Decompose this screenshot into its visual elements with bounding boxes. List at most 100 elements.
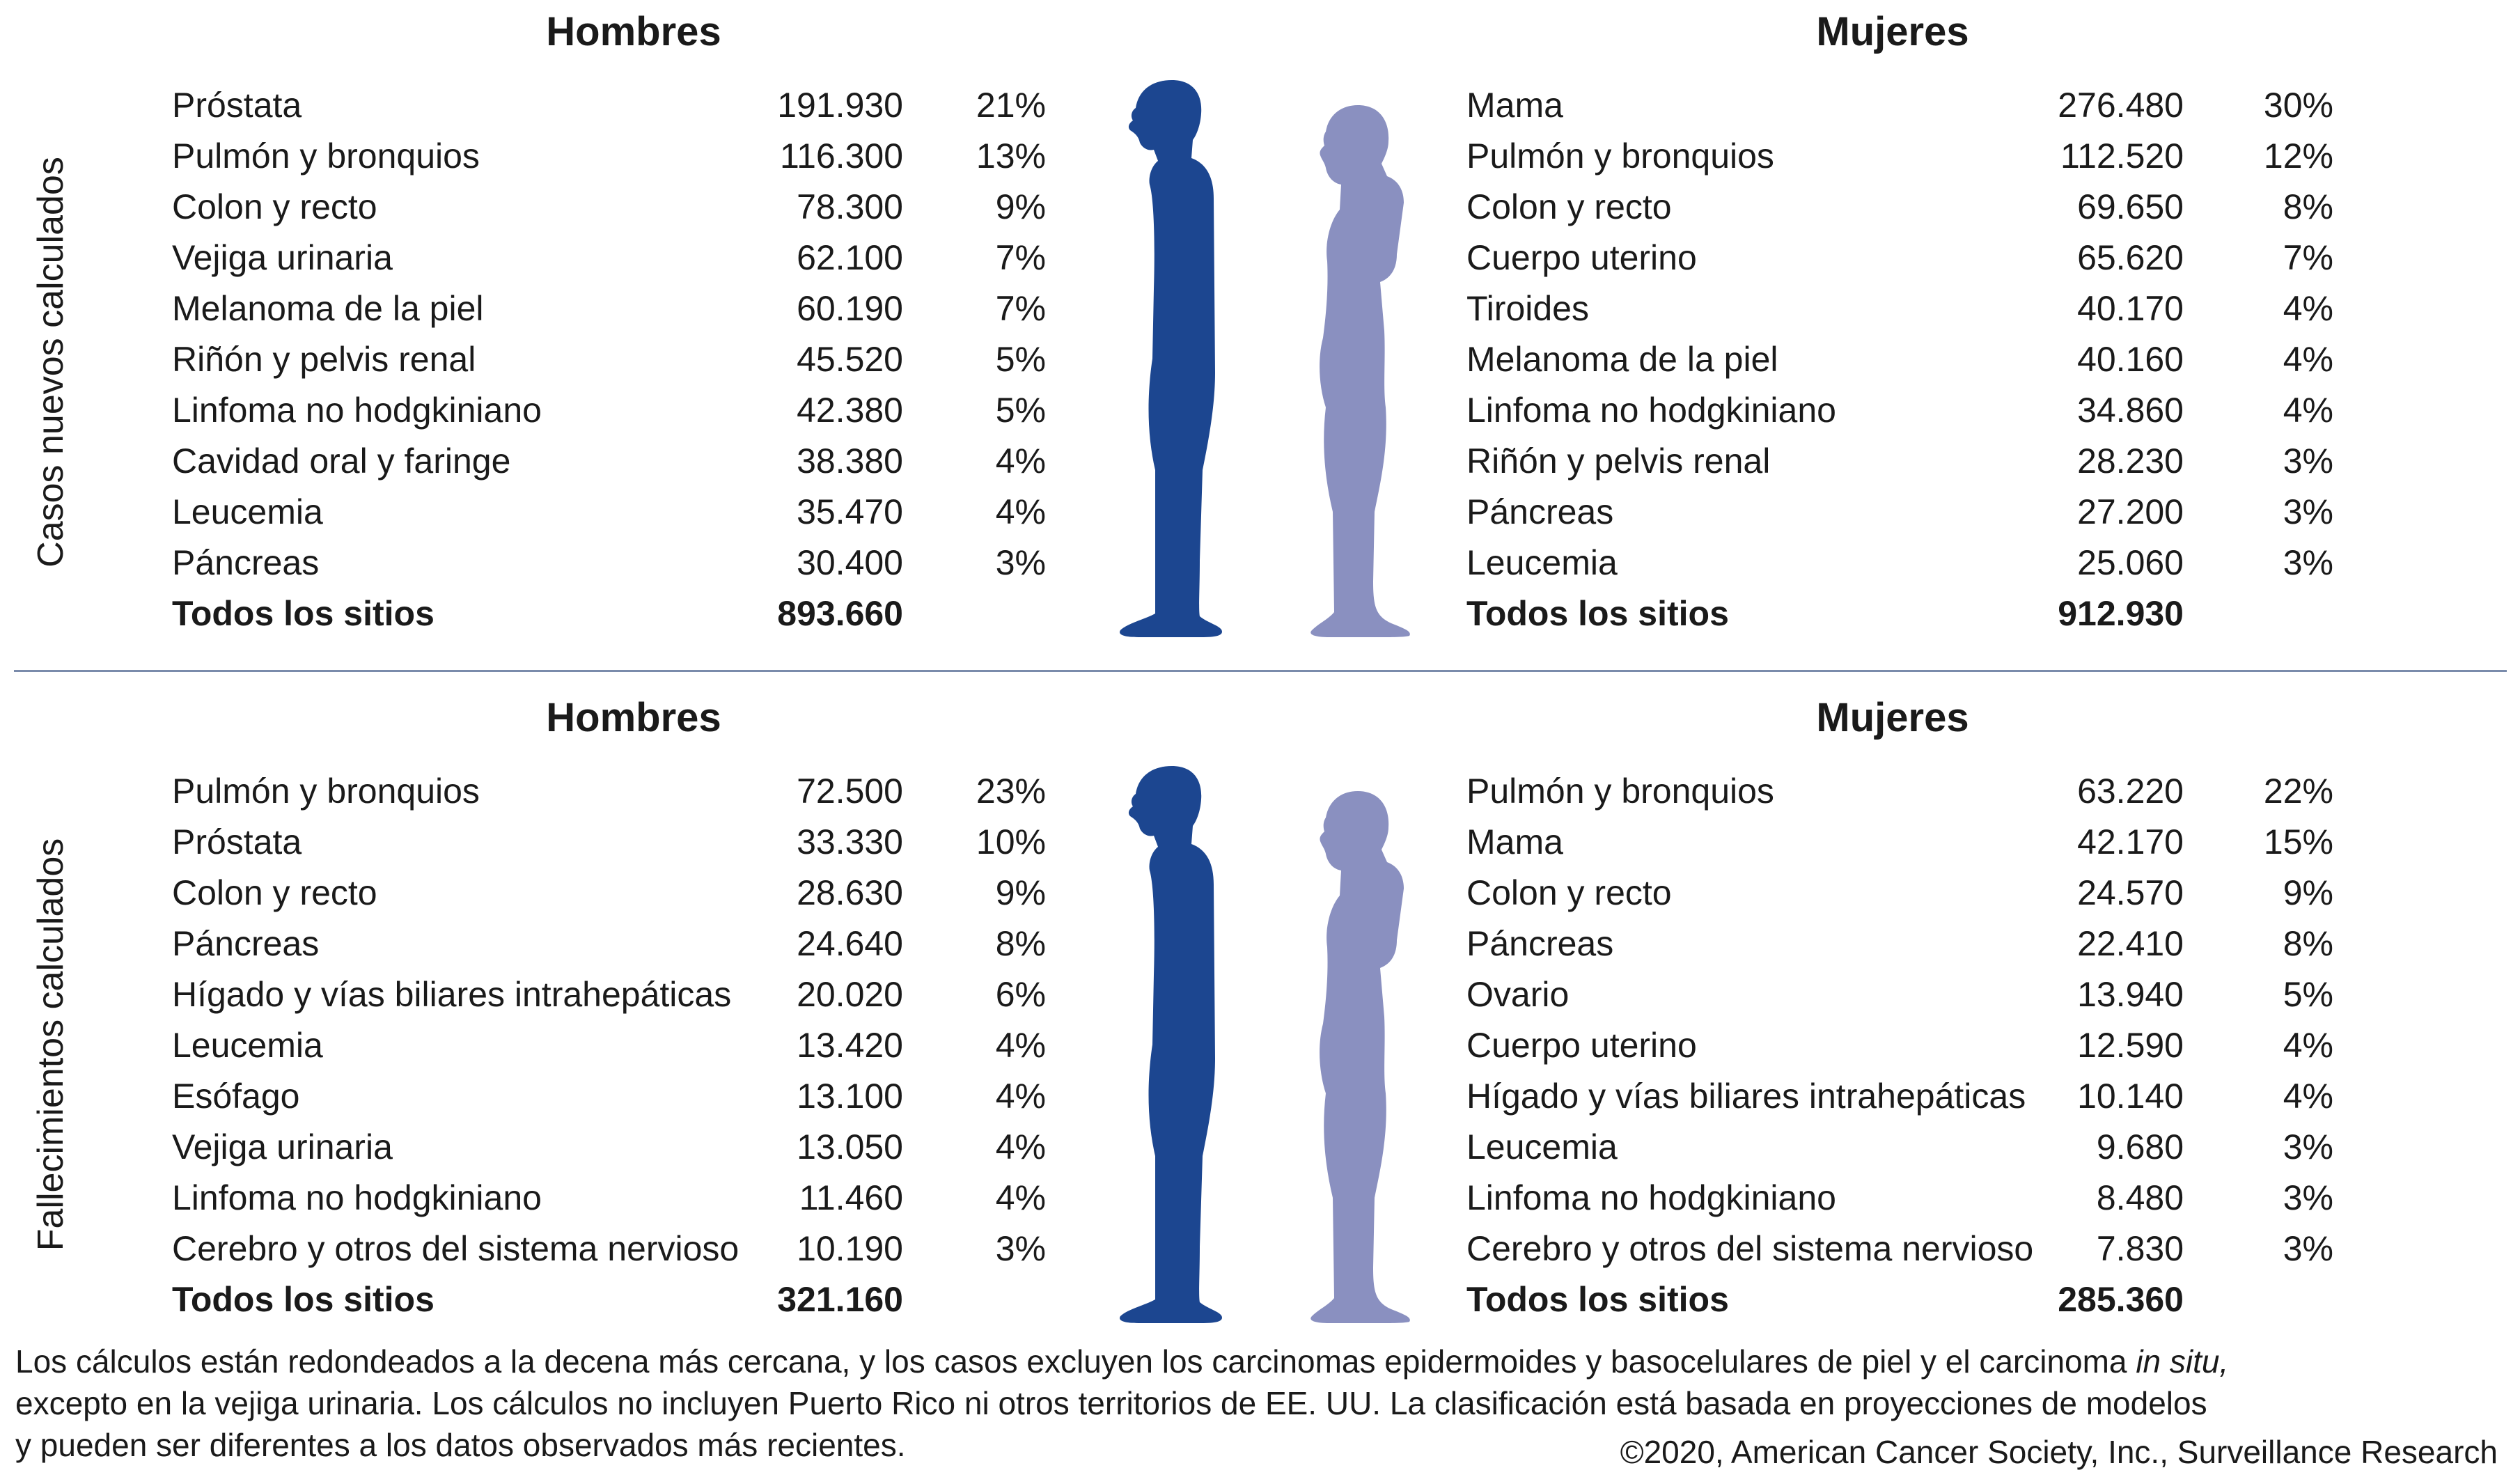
percent-value: 8% <box>2283 187 2333 226</box>
death-count: 8.480 <box>2096 1178 2184 1217</box>
case-count: 60.190 <box>797 289 903 328</box>
site-name: Hígado y vías biliares intrahepáticas <box>1466 1077 2026 1116</box>
site-name: Colon y recto <box>172 873 377 912</box>
death-count: 13.100 <box>797 1077 903 1116</box>
total-count: 912.930 <box>2058 594 2184 633</box>
case-count: 69.650 <box>2077 187 2184 226</box>
footnote-line-3: y pueden ser diferentes a los datos obse… <box>15 1427 906 1463</box>
death-count: 7.830 <box>2096 1229 2184 1268</box>
site-name: Pulmón y bronquios <box>1466 772 1774 811</box>
percent-value: 9% <box>995 873 1046 912</box>
death-count: 28.630 <box>797 873 903 912</box>
death-count: 10.140 <box>2077 1077 2184 1116</box>
death-count: 11.460 <box>799 1178 903 1217</box>
site-name: Próstata <box>172 86 302 125</box>
site-name: Tiroides <box>1466 289 1589 328</box>
death-count: 13.050 <box>797 1127 903 1166</box>
site-name: Melanoma de la piel <box>172 289 484 328</box>
percent-value: 4% <box>995 492 1046 531</box>
case-count: 30.400 <box>797 543 903 582</box>
percent-value: 22% <box>2263 772 2333 811</box>
total-count: 285.360 <box>2058 1280 2184 1319</box>
section-divider <box>14 670 2507 672</box>
death-count: 33.330 <box>797 822 903 861</box>
site-name: Vejiga urinaria <box>172 1127 393 1166</box>
percent-value: 9% <box>995 187 1046 226</box>
percent-value: 4% <box>2283 391 2333 430</box>
new-cases-side-label: Casos nuevos calculados <box>31 157 71 568</box>
new-cases-section: Casos nuevos calculados Hombres Mujeres … <box>0 0 2520 669</box>
site-name: Leucemia <box>172 1026 323 1065</box>
case-count: 40.160 <box>2077 340 2184 379</box>
site-name: Cuerpo uterino <box>1466 238 1697 277</box>
percent-value: 4% <box>2283 1026 2333 1065</box>
case-count: 116.300 <box>779 136 903 175</box>
male-silhouette-icon <box>1118 80 1222 637</box>
case-count: 112.520 <box>2060 136 2184 175</box>
percent-value: 5% <box>2283 975 2333 1014</box>
copyright-notice: ©2020, American Cancer Society, Inc., Su… <box>1620 1434 2498 1470</box>
site-name: Mama <box>1466 822 1563 861</box>
case-count: 45.520 <box>797 340 903 379</box>
percent-value: 5% <box>995 340 1046 379</box>
death-count: 63.220 <box>2077 772 2184 811</box>
total-count: 893.660 <box>777 594 903 633</box>
percent-value: 4% <box>995 1178 1046 1217</box>
case-count: 27.200 <box>2077 492 2184 531</box>
death-count: 42.170 <box>2077 822 2184 861</box>
site-name: Colon y recto <box>172 187 377 226</box>
site-name: Pulmón y bronquios <box>172 772 480 811</box>
percent-value: 3% <box>995 1229 1046 1268</box>
site-name: Páncreas <box>172 543 320 582</box>
total-label: Todos los sitios <box>172 1280 435 1319</box>
male-silhouette-icon <box>1118 766 1222 1323</box>
site-name: Leucemia <box>172 492 323 531</box>
percent-value: 3% <box>2283 492 2333 531</box>
percent-value: 23% <box>976 772 1046 811</box>
site-name: Cerebro y otros del sistema nervioso <box>1466 1229 2034 1268</box>
site-name: Colon y recto <box>1466 187 1672 226</box>
death-count: 13.940 <box>2077 975 2184 1014</box>
percent-value: 7% <box>2283 238 2333 277</box>
total-label: Todos los sitios <box>1466 1280 1729 1319</box>
site-name: Próstata <box>172 822 302 861</box>
deaths-men-heading: Hombres <box>546 695 721 740</box>
site-name: Riñón y pelvis renal <box>172 340 476 379</box>
percent-value: 8% <box>995 924 1046 963</box>
site-name: Cerebro y otros del sistema nervioso <box>172 1229 739 1268</box>
deaths-section: Fallecimientos calculados Hombres Mujere… <box>0 686 2520 1341</box>
percent-value: 3% <box>2283 543 2333 582</box>
percent-value: 3% <box>2283 442 2333 481</box>
total-count: 321.160 <box>777 1280 903 1319</box>
percent-value: 21% <box>976 86 1046 125</box>
death-count: 12.590 <box>2077 1026 2184 1065</box>
case-count: 62.100 <box>797 238 903 277</box>
case-count: 276.480 <box>2058 86 2184 125</box>
total-label: Todos los sitios <box>172 594 435 633</box>
percent-value: 15% <box>2263 822 2333 861</box>
case-count: 35.470 <box>797 492 903 531</box>
case-count: 28.230 <box>2077 442 2184 481</box>
site-name: Ovario <box>1466 975 1570 1014</box>
percent-value: 13% <box>976 136 1046 175</box>
percent-value: 6% <box>995 975 1046 1014</box>
deaths-women-heading: Mujeres <box>1816 695 1969 740</box>
site-name: Mama <box>1466 86 1563 125</box>
site-name: Linfoma no hodgkiniano <box>1466 391 1836 430</box>
footnote-line-2: excepto en la vejiga urinaria. Los cálcu… <box>15 1385 2207 1421</box>
percent-value: 3% <box>2283 1229 2333 1268</box>
percent-value: 7% <box>995 238 1046 277</box>
percent-value: 4% <box>2283 340 2333 379</box>
percent-value: 12% <box>2263 136 2333 175</box>
case-count: 65.620 <box>2077 238 2184 277</box>
site-name: Cuerpo uterino <box>1466 1026 1697 1065</box>
death-count: 13.420 <box>797 1026 903 1065</box>
percent-value: 4% <box>995 1127 1046 1166</box>
death-count: 9.680 <box>2096 1127 2184 1166</box>
percent-value: 7% <box>995 289 1046 328</box>
footnote-line-1: Los cálculos están redondeados a la dece… <box>15 1341 2508 1382</box>
site-name: Linfoma no hodgkiniano <box>1466 1178 1836 1217</box>
percent-value: 4% <box>995 1026 1046 1065</box>
site-name: Vejiga urinaria <box>172 238 393 277</box>
site-name: Colon y recto <box>1466 873 1672 912</box>
